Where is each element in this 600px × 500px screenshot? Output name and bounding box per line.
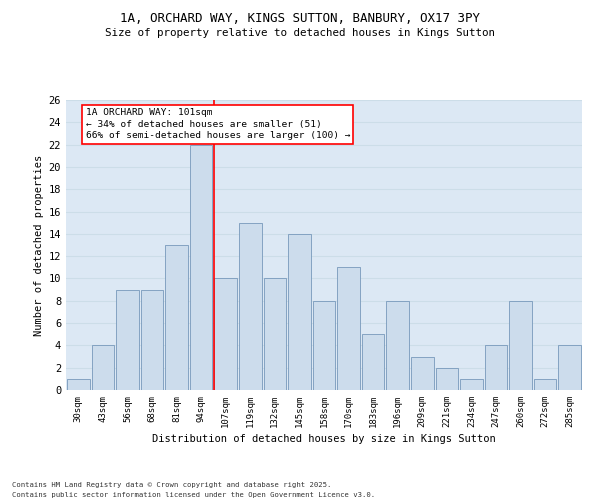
Bar bbox=[362, 334, 385, 390]
Bar bbox=[509, 301, 532, 390]
Bar bbox=[67, 379, 89, 390]
Text: Contains public sector information licensed under the Open Government Licence v3: Contains public sector information licen… bbox=[12, 492, 375, 498]
Text: 1A, ORCHARD WAY, KINGS SUTTON, BANBURY, OX17 3PY: 1A, ORCHARD WAY, KINGS SUTTON, BANBURY, … bbox=[120, 12, 480, 26]
Bar bbox=[337, 268, 360, 390]
Bar bbox=[140, 290, 163, 390]
Bar bbox=[313, 301, 335, 390]
Bar bbox=[411, 356, 434, 390]
Text: 1A ORCHARD WAY: 101sqm
← 34% of detached houses are smaller (51)
66% of semi-det: 1A ORCHARD WAY: 101sqm ← 34% of detached… bbox=[86, 108, 350, 140]
Text: Size of property relative to detached houses in Kings Sutton: Size of property relative to detached ho… bbox=[105, 28, 495, 38]
Bar bbox=[190, 144, 212, 390]
Bar bbox=[288, 234, 311, 390]
Bar bbox=[92, 346, 114, 390]
Bar bbox=[214, 278, 237, 390]
Y-axis label: Number of detached properties: Number of detached properties bbox=[34, 154, 44, 336]
Bar bbox=[239, 222, 262, 390]
X-axis label: Distribution of detached houses by size in Kings Sutton: Distribution of detached houses by size … bbox=[152, 434, 496, 444]
Bar bbox=[460, 379, 483, 390]
Bar bbox=[263, 278, 286, 390]
Bar bbox=[386, 301, 409, 390]
Bar bbox=[534, 379, 556, 390]
Bar bbox=[436, 368, 458, 390]
Text: Contains HM Land Registry data © Crown copyright and database right 2025.: Contains HM Land Registry data © Crown c… bbox=[12, 482, 331, 488]
Bar bbox=[165, 245, 188, 390]
Bar bbox=[559, 346, 581, 390]
Bar bbox=[116, 290, 139, 390]
Bar bbox=[485, 346, 508, 390]
